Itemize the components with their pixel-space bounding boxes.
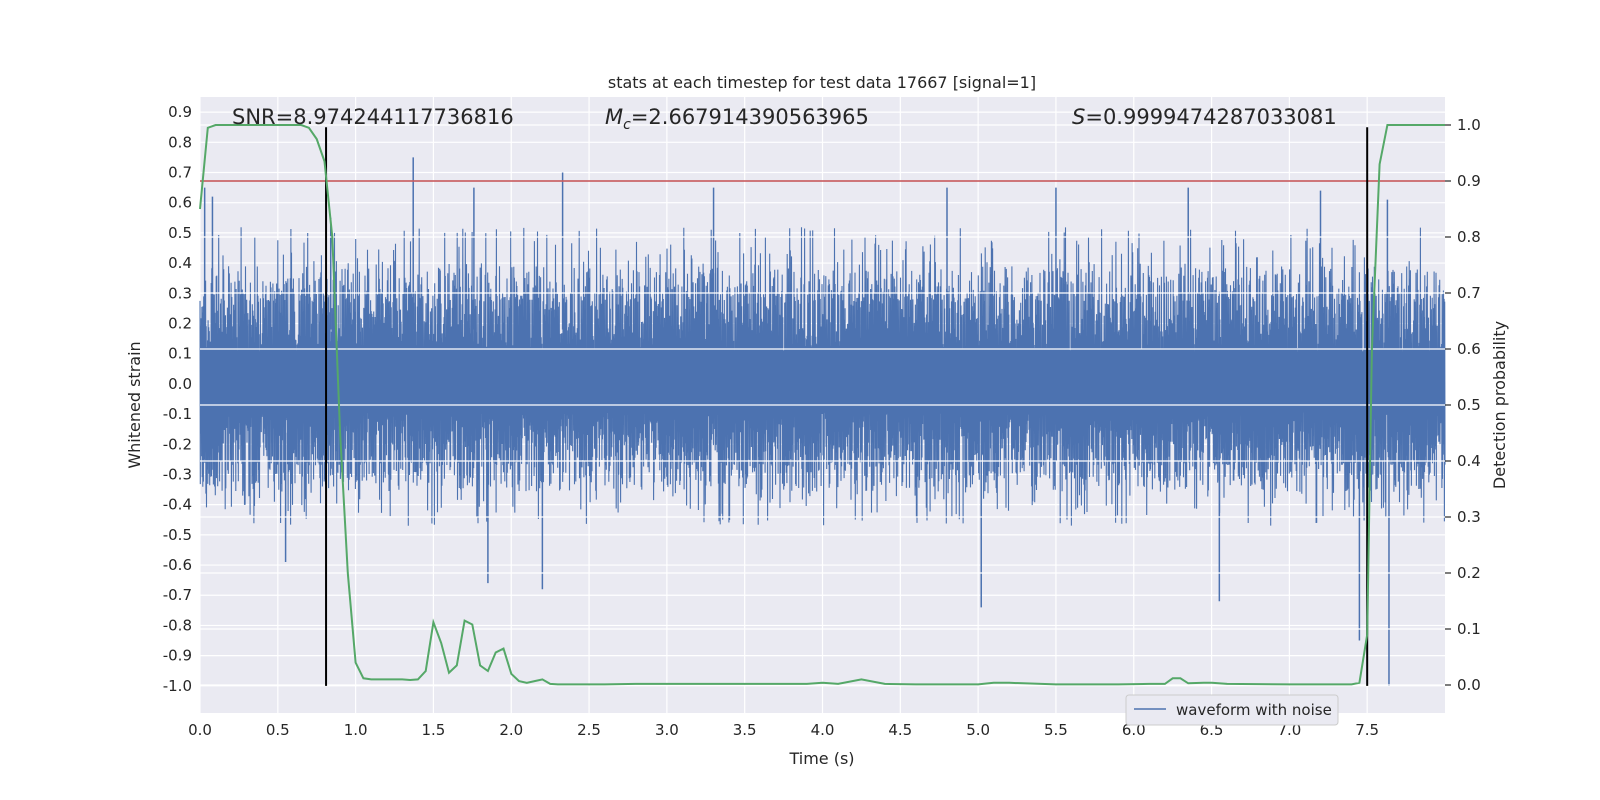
y-right-tick-label: 0.9 [1457,172,1481,190]
x-tick-label: 2.5 [577,721,601,739]
waveform-trace [199,227,1446,526]
y-right-tick-label: 0.5 [1457,396,1481,414]
x-tick-label: 1.0 [344,721,368,739]
y-left-tick-label: -0.9 [163,647,192,665]
x-tick-label: 2.0 [499,721,523,739]
y-left-tick-label: 0.8 [168,133,192,151]
y-left-tick-label: -0.5 [163,526,192,544]
x-tick-label: 5.0 [966,721,990,739]
x-tick-label: 3.5 [733,721,757,739]
overlay-lines [200,124,1445,686]
y-left-tick-label: -0.3 [163,465,192,483]
chart-title: stats at each timestep for test data 176… [608,73,1036,92]
legend: waveform with noise [1125,694,1339,726]
y-right-tick-label: 0.2 [1457,564,1481,582]
axes: 0.0 0.5 1.0 1.5 2.0 2.5 3.0 3.5 4.0 4.5 5.0 5.5 6.0 6… [163,103,1481,739]
y-left-tick-label: 0.5 [168,224,192,242]
y-left-tick-label: -1.0 [163,677,192,695]
x-tick-label: 1.5 [422,721,446,739]
y-left-tick-label: 0.9 [168,103,192,121]
chirp-mass-symbol: M [605,105,623,129]
y-left-tick-label: -0.4 [163,496,192,514]
y-left-tick-label: -0.1 [163,405,192,423]
waveform-series [199,157,1446,686]
x-tick-label: 0.0 [188,721,212,739]
y-right-tick-label: 0.0 [1457,676,1481,694]
legend-label: waveform with noise [1176,701,1332,719]
detection-probability-series [199,124,1445,686]
y-left-tick-label: 0.2 [168,314,192,332]
chirp-mass-value: =2.667914390563965 [631,105,869,129]
y-left-tick-label: 0.6 [168,194,192,212]
x-axis-label: Time (s) [788,749,854,768]
x-tick-label: 3.0 [655,721,679,739]
y-right-tick-label: 0.8 [1457,228,1481,246]
y-left-tick-label: -0.6 [163,556,192,574]
y-right-tick-label: 0.7 [1457,284,1481,302]
y-left-tick-label: 0.1 [168,345,192,363]
chirp-mass-annotation: Mc=2.667914390563965 [605,105,869,133]
y-right-tick-label: 0.6 [1457,340,1481,358]
x-tick-label: 0.5 [266,721,290,739]
legend-box [1125,694,1339,726]
detection-probability-line [199,124,1445,686]
chirp-mass-subscript: c [623,117,631,133]
x-tick-label: 4.5 [888,721,912,739]
significance-annotation: S=0.9999474287033081 [1072,105,1337,129]
x-tick-label: 5.5 [1044,721,1068,739]
y-axis-right-label: Detection probability [1490,321,1509,489]
y-left-tick-label: 0.3 [168,284,192,302]
y-left-tick-label: 0.4 [168,254,192,272]
significance-symbol: S [1072,105,1085,129]
snr-annotation: SNR=8.974244117736816 [232,105,514,129]
y-left-tick-label: -0.2 [163,435,192,453]
y-axis-left-label: Whitened strain [125,341,144,468]
y-left-tick-label: -0.8 [163,616,192,634]
y-right-tick-label: 0.3 [1457,508,1481,526]
y-right-tick-label: 0.4 [1457,452,1481,470]
y-left-tick-label: 0.0 [168,375,192,393]
y-right-tick-label: 0.1 [1457,620,1481,638]
significance-value: =0.9999474287033081 [1085,105,1336,129]
y-left-tick-label: -0.7 [163,586,192,604]
y-right-tick-label: 1.0 [1457,116,1481,134]
x-tick-label: 7.5 [1355,721,1379,739]
x-tick-label: 4.0 [811,721,835,739]
y-left-tick-label: 0.7 [168,163,192,181]
